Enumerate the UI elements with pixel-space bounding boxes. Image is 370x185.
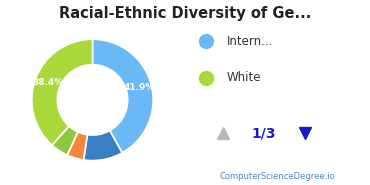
- Text: 38.4%: 38.4%: [32, 78, 63, 87]
- Wedge shape: [52, 126, 78, 155]
- Text: Intern...: Intern...: [226, 35, 273, 48]
- Wedge shape: [84, 131, 122, 161]
- Text: 41.9%: 41.9%: [123, 83, 155, 92]
- Text: Racial-Ethnic Diversity of Ge...: Racial-Ethnic Diversity of Ge...: [59, 6, 311, 21]
- Text: 1/3: 1/3: [252, 126, 276, 140]
- Wedge shape: [32, 39, 92, 145]
- Text: ComputerScienceDegree.io: ComputerScienceDegree.io: [220, 172, 335, 181]
- Text: White: White: [226, 71, 261, 84]
- Wedge shape: [67, 132, 87, 160]
- Wedge shape: [92, 39, 153, 153]
